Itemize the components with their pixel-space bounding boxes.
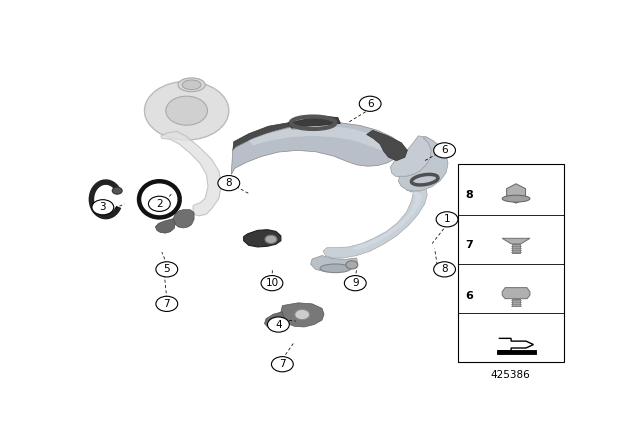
Circle shape — [145, 82, 229, 140]
Circle shape — [434, 143, 456, 158]
Polygon shape — [244, 230, 281, 247]
Polygon shape — [310, 255, 358, 272]
Text: 3: 3 — [99, 202, 106, 212]
Ellipse shape — [178, 78, 205, 92]
Text: 8: 8 — [465, 190, 473, 200]
Circle shape — [271, 357, 293, 372]
Circle shape — [359, 96, 381, 112]
Bar — [512, 299, 520, 306]
Text: 7: 7 — [279, 359, 285, 369]
Circle shape — [166, 96, 207, 125]
Polygon shape — [399, 137, 448, 191]
Text: 1: 1 — [444, 214, 451, 224]
Text: 6: 6 — [441, 145, 448, 155]
Circle shape — [346, 261, 358, 269]
Polygon shape — [281, 303, 324, 327]
Circle shape — [265, 235, 277, 244]
Circle shape — [268, 317, 289, 332]
Circle shape — [156, 262, 178, 277]
Polygon shape — [231, 123, 403, 174]
Polygon shape — [507, 184, 525, 203]
Text: 10: 10 — [266, 278, 278, 288]
Text: 8: 8 — [225, 178, 232, 188]
Circle shape — [295, 310, 310, 320]
Circle shape — [218, 176, 240, 191]
Polygon shape — [502, 238, 530, 244]
Text: 4: 4 — [275, 319, 282, 330]
Polygon shape — [390, 136, 437, 177]
Text: 5: 5 — [163, 264, 170, 274]
Circle shape — [344, 276, 366, 291]
Text: 425386: 425386 — [491, 370, 531, 380]
Polygon shape — [288, 116, 340, 129]
Ellipse shape — [182, 80, 201, 90]
Polygon shape — [264, 312, 286, 329]
Polygon shape — [367, 130, 408, 161]
Polygon shape — [161, 131, 221, 216]
Polygon shape — [233, 123, 306, 151]
Circle shape — [261, 276, 283, 291]
Polygon shape — [352, 192, 422, 250]
Circle shape — [148, 196, 170, 211]
Polygon shape — [249, 126, 390, 151]
Text: 6: 6 — [465, 291, 473, 301]
Ellipse shape — [502, 195, 530, 202]
Text: 7: 7 — [465, 240, 473, 250]
Text: 7: 7 — [163, 299, 170, 309]
Polygon shape — [502, 288, 530, 299]
Circle shape — [92, 200, 114, 215]
Circle shape — [112, 187, 122, 194]
Circle shape — [436, 212, 458, 227]
Text: 9: 9 — [352, 278, 358, 288]
Text: 8: 8 — [441, 264, 448, 274]
Circle shape — [156, 296, 178, 311]
Polygon shape — [323, 189, 428, 258]
Bar — [458, 164, 564, 362]
Circle shape — [434, 262, 456, 277]
Bar — [512, 244, 520, 253]
Polygon shape — [156, 219, 175, 233]
Polygon shape — [173, 210, 194, 228]
Ellipse shape — [320, 264, 351, 273]
Text: 2: 2 — [156, 199, 163, 209]
Text: 6: 6 — [367, 99, 374, 109]
